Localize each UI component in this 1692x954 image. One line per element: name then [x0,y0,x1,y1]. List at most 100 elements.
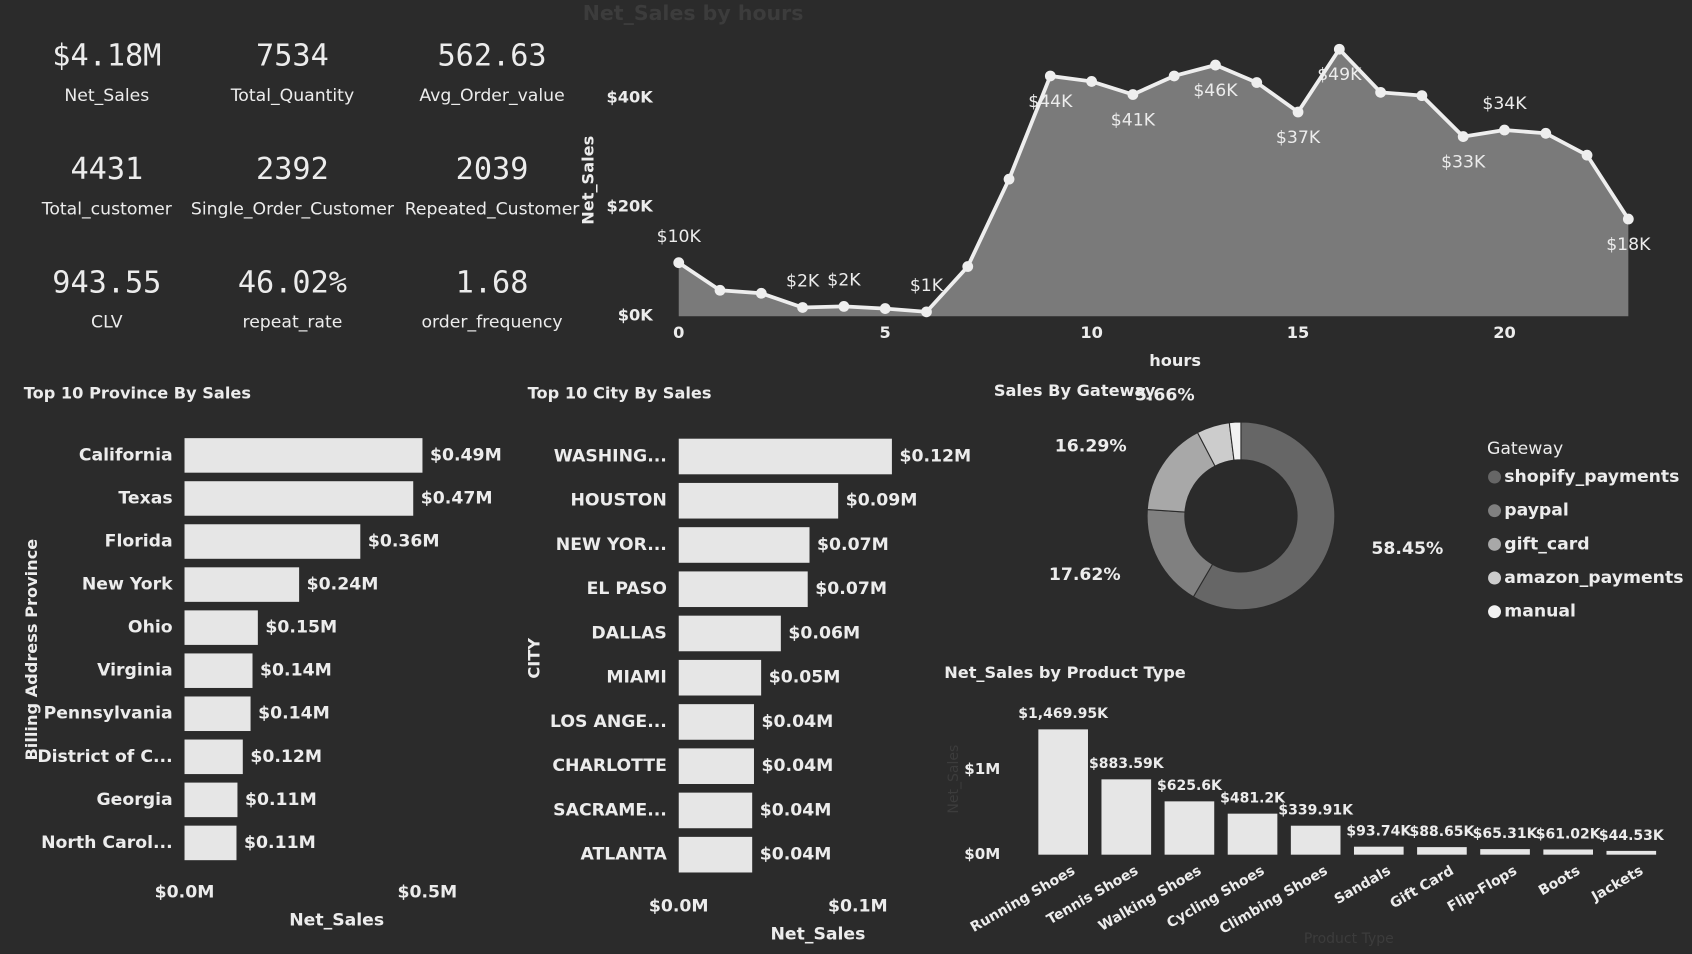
y-tick-label: $0K [618,306,655,325]
point [1416,90,1428,102]
x-tick-label: 10 [1080,323,1103,342]
y-axis-title: CITY [525,638,544,679]
kpi-value: 7534 [256,39,329,74]
legend-swatch [1488,537,1502,551]
point [1333,43,1345,55]
category-label: CHARLOTTE [552,756,666,776]
legend-title: Gateway [1487,439,1563,459]
x-axis-title: hours [1149,351,1201,370]
data-label: $0.07M [817,535,889,555]
legend-label: shopify_payments [1504,467,1679,487]
category-label: SACRAME... [553,800,667,820]
point [1457,131,1469,142]
data-label: $1,469.95K [1018,706,1109,722]
category-label: NEW YOR... [556,535,667,555]
x-axis-title: Product Type [1304,931,1394,947]
category-label: EL PASO [587,579,667,599]
category-label: WASHING... [554,446,667,466]
point [714,284,726,296]
legend-label: gift_card [1504,534,1589,554]
point [1086,76,1098,87]
x-axis-title: Net_Sales [770,925,865,945]
data-label: $0.36M [368,532,440,552]
bar [1164,801,1215,855]
kpi-value: 2392 [256,152,329,187]
area [678,49,1629,317]
x-tick-label: $0.0M [155,882,215,902]
bar [678,704,754,740]
category-label: LOS ANGE... [550,712,667,732]
bar [184,825,237,861]
bar [1417,847,1467,855]
kpi-value: 2039 [456,152,529,187]
chart-title: Top 10 Province By Sales [24,383,251,402]
point [1210,59,1221,71]
point [1292,106,1304,118]
x-tick-label: $0.1M [828,896,888,916]
data-label: 58.45% [1371,539,1443,559]
x-tick-label: 5 [880,323,891,342]
line [677,46,1630,314]
bar [678,659,762,696]
bar [184,481,414,516]
category-label: New York [82,575,173,595]
category-label: California [79,445,173,465]
data-label: $0.47M [421,488,493,508]
kpi-label: Net_Sales [64,86,149,106]
bar [184,524,361,559]
x-tick-label: 20 [1493,323,1516,342]
kpi-label: Total_customer [41,199,173,219]
bar [1480,849,1530,855]
legend-swatch [1488,470,1502,484]
bar [184,782,238,818]
point [962,261,974,272]
data-label: $883.59K [1089,756,1165,772]
data-label: $0.49M [430,445,502,465]
point [1168,70,1180,82]
data-label: $49K [1317,65,1362,85]
kpi-label: Total_Quantity [230,86,354,106]
bar [184,696,251,732]
point [1251,77,1263,88]
data-label: $339.91K [1278,803,1354,819]
bar [678,615,781,652]
data-label: $37K [1276,128,1321,148]
x-tick-label: 0 [673,323,684,342]
point [673,257,685,269]
kpi-label: Avg_Order_value [419,86,564,106]
point [921,306,932,318]
kpi-value: 1.68 [456,265,529,300]
data-label: $18K [1606,235,1651,255]
category-label: ATLANTA [581,845,668,865]
data-label: $0.04M [760,800,832,820]
data-label: $33K [1441,152,1486,172]
bar [184,438,423,473]
y-axis-title: Billing Address Province [22,539,41,761]
y-tick-label: $0M [964,845,1000,863]
data-label: $41K [1111,110,1156,130]
data-label: $34K [1482,94,1527,114]
data-label: $0.06M [788,623,860,643]
data-label: $46K [1193,81,1238,101]
y-tick-label: $40K [607,87,655,106]
data-label: $625.6K [1157,778,1223,794]
bar [184,610,258,645]
bar [1606,850,1657,855]
y-axis-title: Net_Sales [579,136,598,225]
data-label: $10K [657,227,702,247]
data-label: $0.14M [260,661,332,681]
data-label: $0.14M [258,704,330,724]
point [1499,124,1510,136]
data-label: $61.02K [1536,826,1602,842]
y-tick-label: $1M [964,760,1000,778]
data-label: $2K [786,272,820,292]
category-label: HOUSTON [570,491,666,511]
category-label: MIAMI [606,668,667,688]
chart-title: Net_Sales by Product Type [944,663,1186,682]
kpi-value: $4.18M [52,39,161,74]
data-label: $2K [827,270,861,290]
point [1127,89,1139,100]
category-label: Ohio [128,618,173,638]
data-label: $44.53K [1599,828,1665,844]
